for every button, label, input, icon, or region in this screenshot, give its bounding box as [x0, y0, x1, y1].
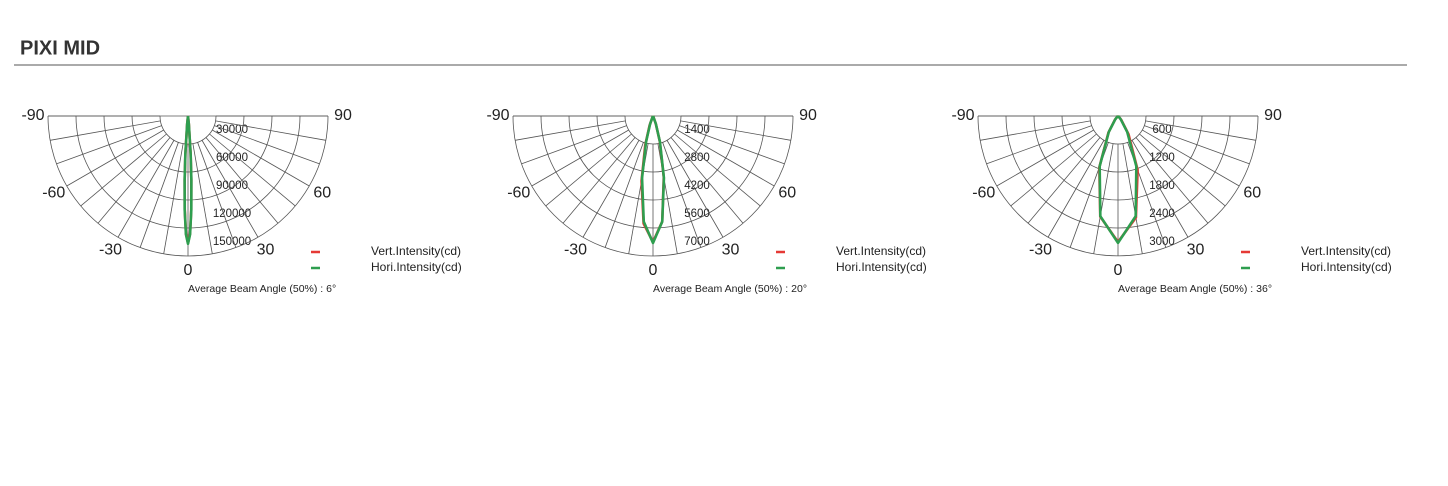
grid-spoke: [212, 129, 310, 187]
r-tick-label: 120000: [213, 208, 251, 220]
theta-tick-label: 0: [649, 262, 658, 279]
theta-tick-label: -90: [21, 107, 44, 124]
r-tick-label: 90000: [216, 180, 248, 192]
theta-tick-label: 90: [799, 107, 817, 124]
r-tick-label: 1800: [1149, 180, 1175, 192]
legend-label: Hori.Intensity(cd): [371, 260, 462, 274]
beam-caption: Average Beam Angle (50%) : 20°: [653, 283, 807, 295]
grid-spoke: [139, 142, 179, 248]
r-tick-label: 150000: [213, 236, 251, 248]
grid-spoke: [1135, 137, 1209, 224]
r-tick-label: 60000: [216, 152, 248, 164]
intensity-curve: [640, 115, 666, 245]
theta-tick-label: 0: [184, 262, 193, 279]
legend-label: Vert.Intensity(cd): [1301, 244, 1391, 258]
grid-spoke: [205, 137, 279, 224]
r-tick-label: 600: [1152, 124, 1171, 136]
grid-spoke: [97, 137, 171, 224]
theta-tick-label: -30: [564, 241, 587, 258]
grid-spoke: [214, 125, 320, 165]
r-tick-label: 1400: [684, 124, 710, 136]
theta-tick-label: -90: [951, 107, 974, 124]
page-title: PIXI MID: [20, 37, 100, 59]
r-tick-label: 2400: [1149, 208, 1175, 220]
r-tick-label: 5600: [684, 208, 710, 220]
grid-spoke: [996, 129, 1094, 187]
legend-label: Vert.Intensity(cd): [371, 244, 461, 258]
theta-tick-label: 60: [778, 185, 796, 202]
intensity-curve: [183, 115, 193, 246]
r-tick-label: 3000: [1149, 236, 1175, 248]
theta-tick-label: -60: [972, 185, 995, 202]
grid-spoke: [215, 120, 326, 141]
grid-spoke: [545, 133, 632, 207]
grid-spoke: [1027, 137, 1101, 224]
theta-tick-label: 30: [1187, 241, 1205, 258]
grid-spoke: [1144, 125, 1250, 165]
grid-spoke: [209, 133, 296, 207]
theta-tick-label: 30: [722, 241, 740, 258]
grid-spoke: [66, 129, 164, 187]
grid-spoke: [192, 143, 213, 254]
legend-label: Vert.Intensity(cd): [836, 244, 926, 258]
grid-spoke: [680, 120, 791, 141]
theta-tick-label: -60: [42, 185, 65, 202]
theta-tick-label: 30: [257, 241, 275, 258]
grid-spoke: [582, 140, 640, 238]
theta-tick-label: -30: [99, 241, 122, 258]
grid-spoke: [1010, 133, 1097, 207]
grid-spoke: [604, 142, 644, 248]
grid-spoke: [1093, 143, 1114, 254]
grid-spoke: [562, 137, 636, 224]
r-tick-label: 4200: [684, 180, 710, 192]
beam-caption: Average Beam Angle (50%) : 6°: [188, 283, 336, 295]
grid-spoke: [1122, 143, 1143, 254]
grid-spoke: [670, 137, 744, 224]
grid-spoke: [117, 140, 175, 238]
r-tick-label: 30000: [216, 124, 248, 136]
grid-spoke: [980, 120, 1091, 141]
grid-spoke: [674, 133, 761, 207]
theta-tick-label: 60: [313, 185, 331, 202]
grid-spoke: [1139, 133, 1226, 207]
grid-spoke: [521, 125, 627, 165]
grid-spoke: [56, 125, 162, 165]
grid-spoke: [1047, 140, 1105, 238]
theta-tick-label: 60: [1243, 185, 1261, 202]
grid-spoke: [201, 140, 259, 238]
grid-spoke: [50, 120, 161, 141]
grid-spoke: [197, 142, 237, 248]
beam-caption: Average Beam Angle (50%) : 36°: [1118, 283, 1272, 295]
grid-spoke: [531, 129, 629, 187]
theta-tick-label: 0: [1114, 262, 1123, 279]
grid-spoke: [666, 140, 724, 238]
grid-spoke: [163, 143, 184, 254]
theta-tick-label: -60: [507, 185, 530, 202]
theta-tick-label: -90: [486, 107, 509, 124]
legend-label: Hori.Intensity(cd): [1301, 260, 1392, 274]
r-tick-label: 7000: [684, 236, 710, 248]
grid-spoke: [1145, 120, 1256, 141]
grid-spoke: [80, 133, 167, 207]
theta-tick-label: -30: [1029, 241, 1052, 258]
theta-tick-label: 90: [334, 107, 352, 124]
intensity-curve: [1098, 115, 1138, 245]
grid-spoke: [1131, 140, 1189, 238]
grid-spoke: [515, 120, 626, 141]
theta-tick-label: 90: [1264, 107, 1282, 124]
grid-spoke: [679, 125, 785, 165]
grid-spoke: [986, 125, 1092, 165]
legend-label: Hori.Intensity(cd): [836, 260, 927, 274]
grid-spoke: [662, 142, 702, 248]
grid-spoke: [677, 129, 775, 187]
grid-spoke: [1142, 129, 1240, 187]
